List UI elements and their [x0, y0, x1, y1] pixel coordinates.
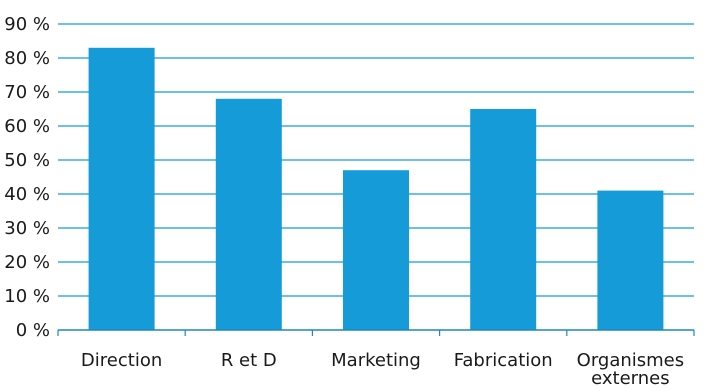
x-category-label: externes [591, 368, 670, 389]
bar [597, 190, 664, 330]
bar [215, 98, 282, 330]
bar [88, 47, 155, 331]
x-category-label: R et D [221, 350, 277, 371]
x-category-label: Direction [81, 350, 162, 371]
x-category-labels: Direction R et D Marketing Fabrication Organ… [81, 350, 684, 389]
x-axis [57, 329, 695, 336]
y-tick-label: 70 % [4, 82, 50, 103]
y-tick-label: 30 % [4, 218, 50, 239]
y-tick-label: 80 % [4, 48, 50, 69]
gridlines [58, 23, 694, 297]
bar [343, 170, 409, 330]
y-tick-label: 0 % [16, 320, 50, 341]
y-tick-label: 60 % [4, 116, 50, 137]
y-tick-label: 90 % [4, 14, 50, 35]
y-tick-label: 40 % [4, 184, 50, 205]
y-tick-label: 20 % [4, 252, 50, 273]
x-category-label: Marketing [331, 350, 421, 371]
bars [88, 47, 664, 331]
bar [470, 109, 537, 330]
y-tick-label: 10 % [4, 286, 50, 307]
x-category-label: Organismes [577, 350, 684, 371]
y-tick-label: 50 % [4, 150, 50, 171]
x-category-label: Fabrication [454, 350, 553, 371]
y-tick-labels: 0 % 10 % 20 % 30 % 40 % 50 % 60 % 70 % 80 % 90 % [4, 14, 50, 341]
